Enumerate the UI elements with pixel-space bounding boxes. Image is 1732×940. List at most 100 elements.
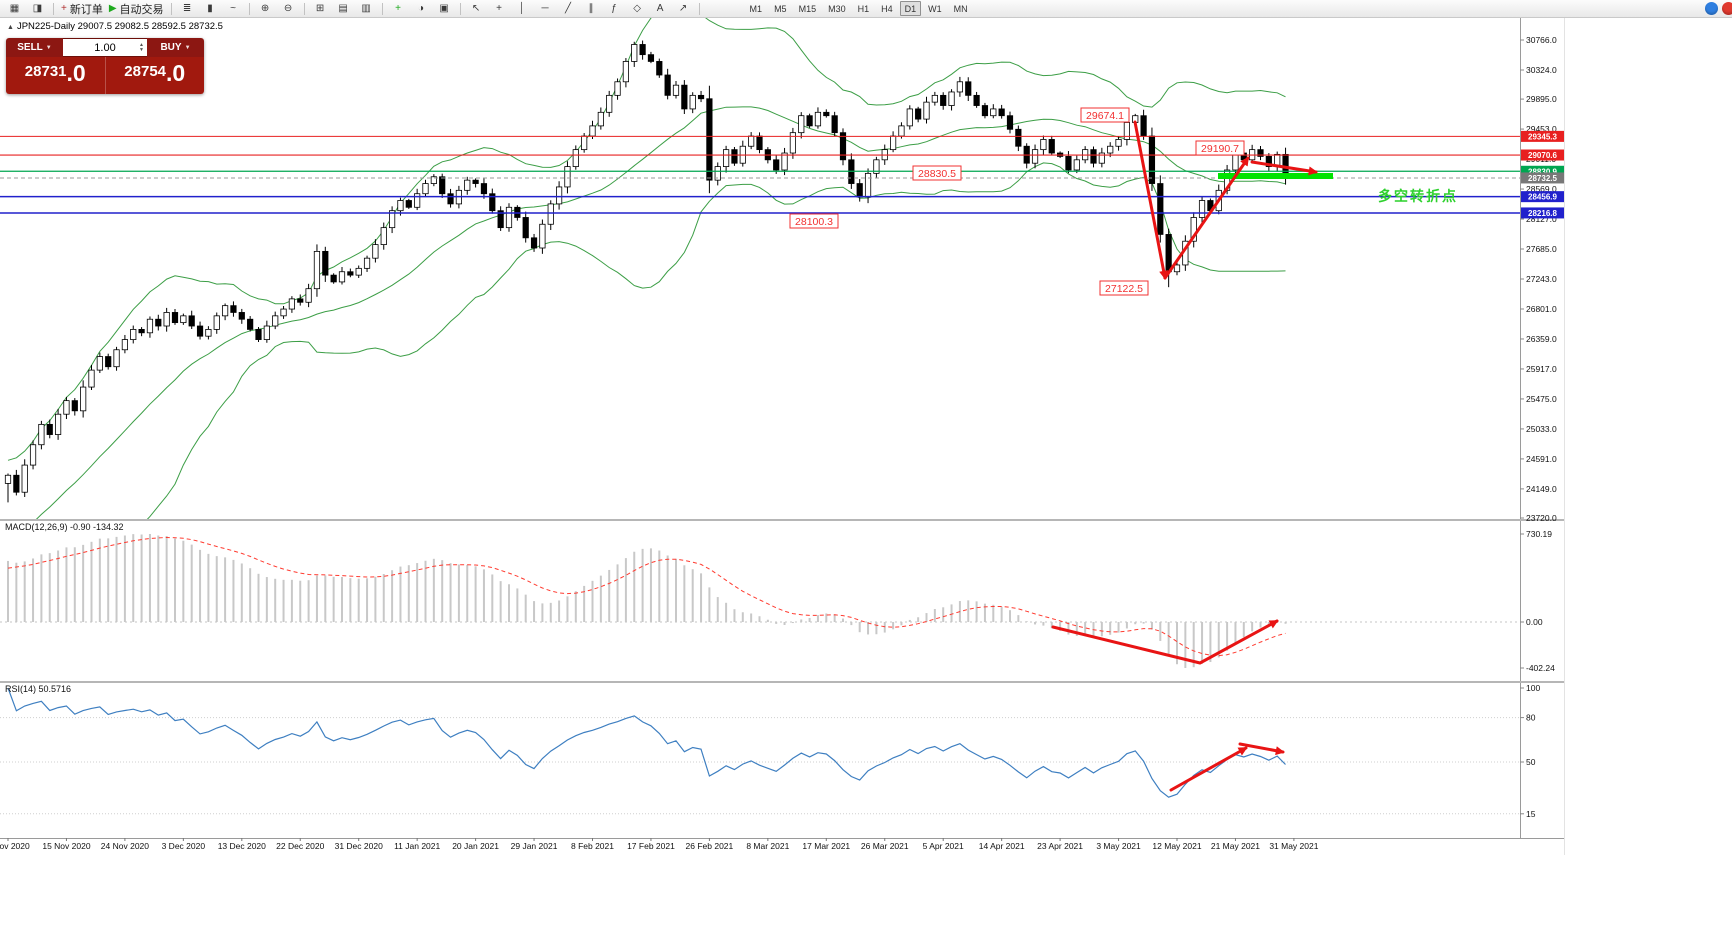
svg-text:29345.3: 29345.3 [1528, 132, 1557, 141]
one-click-trading-panel: SELL ▼ 1.00 ▲ ▼ BUY ▼ 28731.0 28754.0 [6, 38, 204, 94]
svg-text:25475.0: 25475.0 [1526, 394, 1557, 404]
svg-text:29674.1: 29674.1 [1086, 110, 1124, 122]
price-annotation-box[interactable] [1080, 107, 1130, 123]
shapes-icon[interactable]: ◇ [626, 0, 649, 17]
fibonacci-icon: ƒ [611, 3, 617, 14]
toolbar-separator [170, 2, 172, 15]
volume-input[interactable]: 1.00 ▲ ▼ [63, 38, 147, 57]
bar-chart-type-icon[interactable]: ≣ [176, 0, 199, 17]
zoom-in-icon[interactable]: ⊕ [254, 0, 277, 17]
trend-arrow[interactable] [1163, 156, 1250, 280]
buy-button-label: BUY [160, 42, 182, 53]
svg-text:80: 80 [1526, 713, 1536, 723]
timeframe-h1[interactable]: H1 [857, 3, 870, 14]
svg-text:28830.5: 28830.5 [918, 168, 956, 180]
svg-text:50: 50 [1526, 757, 1536, 767]
timeframe-m15[interactable]: M15 [798, 3, 817, 14]
volume-spinner[interactable]: ▲ ▼ [139, 41, 144, 53]
timeframe-m30[interactable]: M30 [828, 3, 846, 14]
price-annotation-box[interactable] [789, 213, 839, 229]
buy-button[interactable]: BUY ▼ [147, 38, 204, 57]
new-order-button[interactable]: + 新订单 [58, 0, 106, 17]
periods-icon: ◑ [418, 3, 425, 14]
auto-trading-button[interactable]: ▶ 自动交易 [106, 0, 167, 17]
fibonacci-icon[interactable]: ƒ [603, 0, 626, 17]
candle-chart-type-icon[interactable]: ▮ [199, 0, 222, 17]
vertical-line-icon[interactable]: │ [511, 0, 534, 17]
indicators-icon[interactable]: + [387, 0, 410, 17]
chart-title: ▲ JPN225-Daily 29007.5 29082.5 28592.5 28… [7, 21, 223, 32]
badge-blue[interactable] [1705, 2, 1718, 15]
cursor-icon[interactable]: ↖ [465, 0, 488, 17]
timeframe-d1[interactable]: D1 [899, 1, 922, 16]
timeframe-m5[interactable]: M5 [774, 3, 787, 14]
sell-button[interactable]: SELL ▼ [6, 38, 63, 57]
profiles-icon[interactable]: ◨ [26, 0, 49, 17]
svg-text:15: 15 [1526, 809, 1536, 819]
svg-text:29453.0: 29453.0 [1526, 124, 1557, 134]
toolbar-separator [303, 2, 305, 15]
grid-icon: ⊞ [315, 3, 325, 14]
tile-windows-icon[interactable]: ▤ [332, 0, 355, 17]
price-annotation-box[interactable] [1099, 280, 1149, 296]
svg-text:12 May 2021: 12 May 2021 [1152, 841, 1201, 851]
trend-arrow[interactable] [1238, 742, 1285, 756]
channel-icon[interactable]: ∥ [580, 0, 603, 17]
price-annotation-box[interactable] [912, 165, 962, 181]
line-chart-type-icon[interactable]: ~ [222, 0, 245, 17]
templates-icon[interactable]: ▣ [433, 0, 456, 17]
text-icon: A [656, 3, 664, 14]
svg-text:31 Dec 2020: 31 Dec 2020 [335, 841, 383, 851]
buy-price[interactable]: 28754.0 [104, 57, 205, 94]
text-icon[interactable]: A [649, 0, 672, 17]
crosshair-icon[interactable]: + [488, 0, 511, 17]
svg-text:28456.9: 28456.9 [1528, 193, 1557, 202]
vertical-line-icon: │ [518, 3, 526, 14]
new-chart-icon[interactable]: ▦ [3, 0, 26, 17]
arrows-icon: ↗ [678, 3, 688, 14]
badge-red[interactable] [1722, 2, 1732, 15]
sell-button-label: SELL [17, 42, 43, 53]
arrows-icon[interactable]: ↗ [672, 0, 695, 17]
price-annotation-box[interactable] [1195, 140, 1245, 156]
macd-indicator-label: MACD(12,26,9) -0.90 -134.32 [5, 522, 124, 532]
sell-price[interactable]: 28731.0 [6, 57, 105, 94]
auto-trading-button-icon: ▶ [108, 3, 117, 14]
price-tag-28830.9 [1521, 165, 1564, 177]
svg-text:21 May 2021: 21 May 2021 [1211, 841, 1260, 851]
spinner-down-icon[interactable]: ▼ [139, 46, 144, 53]
svg-text:24591.0: 24591.0 [1526, 454, 1557, 464]
svg-text:27243.0: 27243.0 [1526, 274, 1557, 284]
zoom-in-icon: ⊕ [260, 3, 270, 14]
zoom-out-icon[interactable]: ⊖ [277, 0, 300, 17]
svg-text:730.19: 730.19 [1526, 529, 1552, 539]
trend-arrow[interactable] [1133, 120, 1169, 280]
svg-text:8 Mar 2021: 8 Mar 2021 [746, 841, 789, 851]
new-order-button-icon: + [61, 3, 67, 14]
timeframe-w1[interactable]: W1 [928, 3, 942, 14]
trend-arrow[interactable] [1169, 746, 1248, 792]
timeframe-h4[interactable]: H4 [881, 3, 893, 14]
svg-text:28100.3: 28100.3 [795, 216, 833, 228]
trendline-icon[interactable]: ╱ [557, 0, 580, 17]
panel-splitter[interactable] [0, 519, 1564, 521]
svg-text:29895.0: 29895.0 [1526, 94, 1557, 104]
new-chart-icon: ▦ [9, 3, 20, 14]
expand-icon[interactable]: ▲ [7, 24, 14, 31]
horizontal-line-icon[interactable]: ─ [534, 0, 557, 17]
note-annotation[interactable]: 多空转折点 [1378, 188, 1458, 204]
trend-arrow[interactable] [1250, 160, 1318, 176]
grid-icon[interactable]: ⊞ [309, 0, 332, 17]
periods-icon[interactable]: ◑ [410, 0, 433, 17]
trend-arrow[interactable] [1051, 619, 1279, 665]
panel-splitter[interactable] [0, 681, 1564, 683]
rsi-panel [0, 687, 1520, 815]
svg-text:30324.0: 30324.0 [1526, 65, 1557, 75]
bar-chart-type-icon: ≣ [182, 3, 192, 14]
timeframe-mn[interactable]: MN [953, 3, 968, 14]
svg-text:30766.0: 30766.0 [1526, 35, 1557, 45]
cascade-windows-icon[interactable]: ▥ [355, 0, 378, 17]
spinner-up-icon[interactable]: ▲ [139, 41, 144, 48]
timeframe-m1[interactable]: M1 [749, 3, 763, 14]
